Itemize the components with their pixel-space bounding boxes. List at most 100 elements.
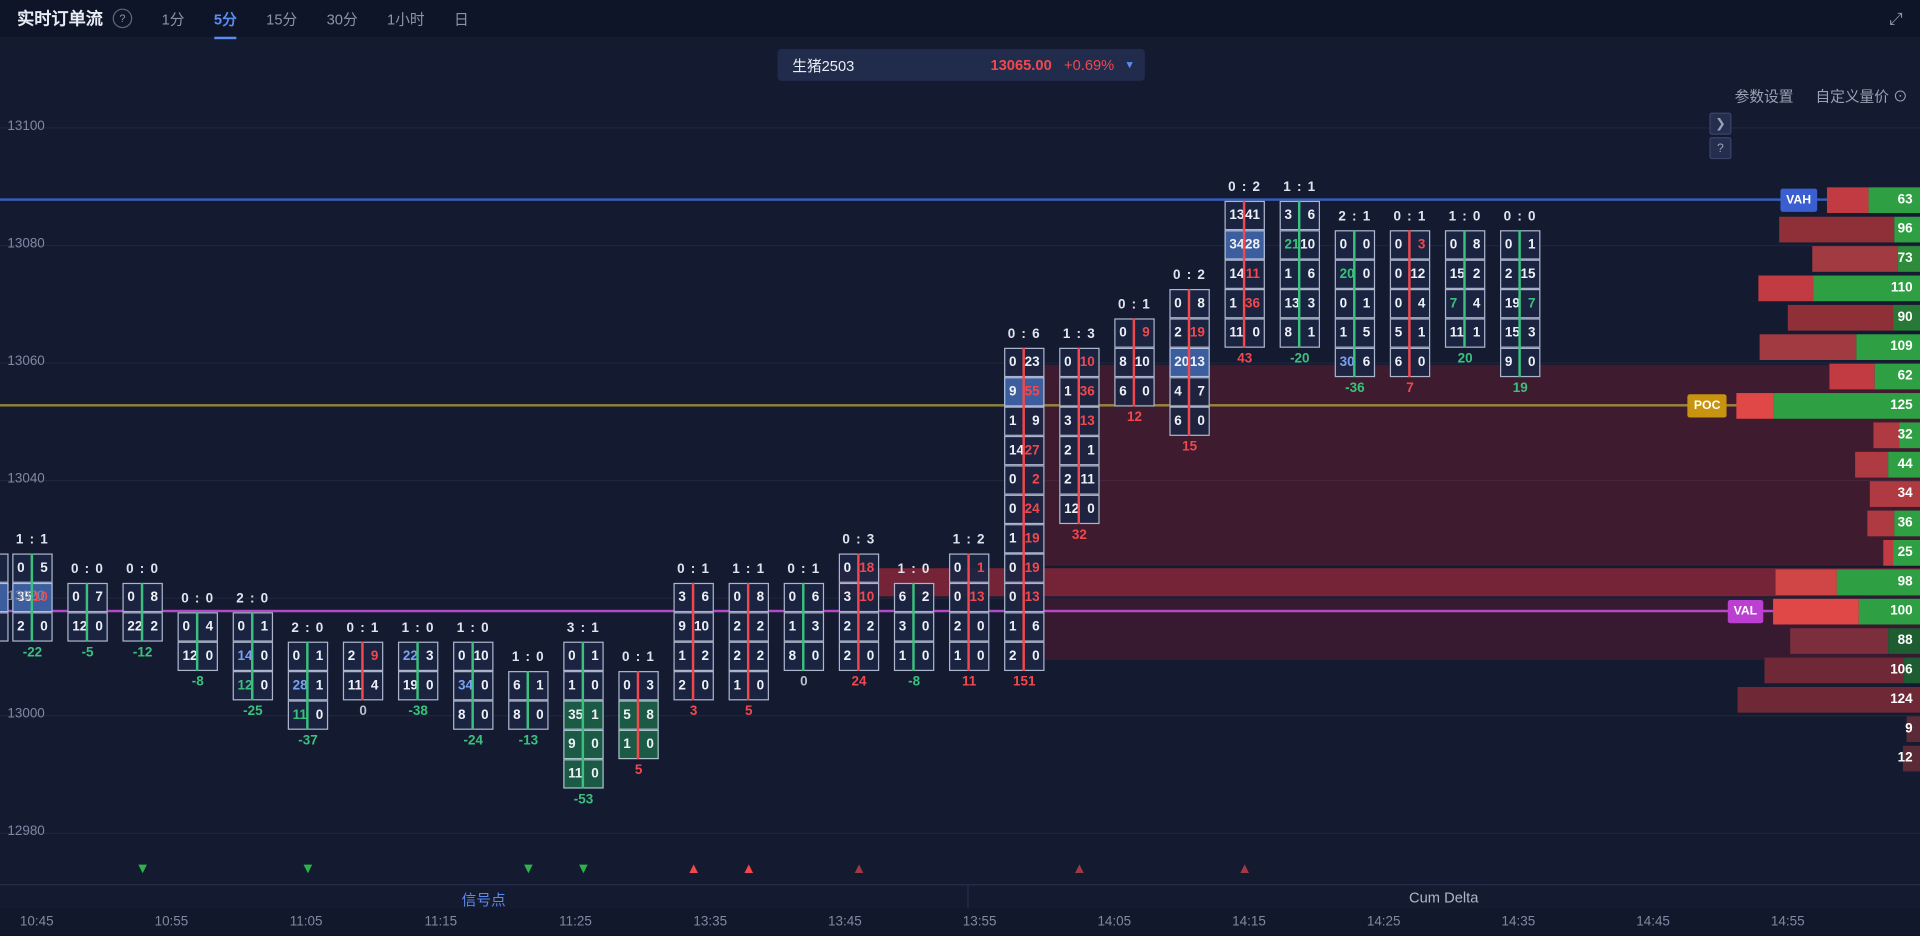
bid-volume: 2 xyxy=(953,619,962,635)
open-close-line xyxy=(857,553,860,672)
open-close-line xyxy=(526,671,529,730)
volume-profile-value: 88 xyxy=(1897,633,1913,648)
bid-volume: 5 xyxy=(1394,325,1403,341)
bid-volume: 13 xyxy=(1229,208,1245,223)
bid-volume: 14 xyxy=(1008,443,1024,458)
chevron-down-icon[interactable]: ▾ xyxy=(1126,58,1133,72)
ask-volume: 0 xyxy=(591,678,599,694)
x-axis-label: 11:25 xyxy=(559,914,592,930)
gridline xyxy=(0,832,1920,834)
bid-volume: 14 xyxy=(1229,266,1245,282)
volume-profile-value: 98 xyxy=(1897,574,1913,589)
bid-volume: 2 xyxy=(1064,443,1072,458)
ask-volume: 8 xyxy=(1472,237,1481,253)
buy-volume-segment xyxy=(1893,540,1920,566)
timeframe-tab-1[interactable]: 5分 xyxy=(213,8,237,39)
bid-volume: 9 xyxy=(678,619,686,635)
help-icon[interactable]: ? xyxy=(112,8,133,29)
help-button[interactable]: ? xyxy=(1709,137,1732,160)
open-close-line xyxy=(636,671,640,760)
ask-volume: 0 xyxy=(701,678,709,694)
ask-volume: 2 xyxy=(756,648,765,664)
level-line-poc xyxy=(0,404,1920,407)
timeframe-tab-4[interactable]: 1小时 xyxy=(387,10,425,28)
ask-volume: 0 xyxy=(1142,384,1150,400)
ask-volume: 1 xyxy=(1087,443,1095,458)
bid-volume: 22 xyxy=(127,619,143,635)
ask-volume: 13 xyxy=(1189,355,1205,370)
bid-volume: 0 xyxy=(1504,237,1513,253)
delta-value: 20 xyxy=(1457,351,1473,367)
signal-points-label[interactable]: 信号点 xyxy=(461,891,506,909)
cum-delta-label[interactable]: Cum Delta xyxy=(1408,888,1479,907)
ask-volume: 0 xyxy=(756,678,765,694)
imbalance-ratio-label: 2 : 1 xyxy=(1338,209,1372,225)
bid-volume: 1 xyxy=(953,648,962,664)
bid-volume: 6 xyxy=(898,590,907,605)
timeframe-tab-5[interactable]: 日 xyxy=(454,10,469,28)
imbalance-ratio-label: 0 : 1 xyxy=(346,620,380,636)
timeframe-tab-3[interactable]: 30分 xyxy=(326,10,358,28)
ask-volume: 10 xyxy=(859,590,875,605)
ask-volume: 8 xyxy=(1197,296,1205,312)
bid-volume: 0 xyxy=(182,619,190,635)
open-close-line xyxy=(361,641,364,701)
buy-volume-segment xyxy=(1904,657,1920,684)
volume-profile-bar xyxy=(1787,304,1920,331)
bid-volume: 0 xyxy=(788,590,797,605)
bid-volume: 0 xyxy=(843,560,852,576)
ask-volume: 0 xyxy=(315,707,324,723)
imbalance-ratio-label: 2 : 0 xyxy=(236,591,270,607)
footprint-candle: 2 : 0 0 1 28 1 11 0 -37 ▼ xyxy=(287,0,329,936)
buy-volume-segment xyxy=(1893,304,1920,331)
instrument-selector[interactable]: 生猪2503 13065.00 +0.69% ▾ xyxy=(777,48,1145,81)
ask-volume: 10 xyxy=(1300,237,1316,253)
delta-value: -22 xyxy=(22,645,43,661)
timeframe-tab-0[interactable]: 1分 xyxy=(161,10,185,28)
bid-volume: 8 xyxy=(1284,325,1293,341)
timeframe-tab-2[interactable]: 15分 xyxy=(266,10,298,28)
imbalance-ratio-label: 1 : 0 xyxy=(401,620,435,636)
expand-icon[interactable]: ⤢ xyxy=(1889,7,1903,28)
bid-volume: 2 xyxy=(843,619,852,635)
ask-volume: 13 xyxy=(1024,590,1040,605)
bid-volume: 0 xyxy=(127,590,135,605)
buy-volume-segment xyxy=(1897,246,1920,272)
bid-volume: 19 xyxy=(1504,296,1520,312)
collapse-panel-button[interactable]: ❯ xyxy=(1709,112,1732,135)
signal-arrow: ▲ xyxy=(1237,859,1252,877)
param-settings-button[interactable]: 参数设置 xyxy=(1734,88,1794,106)
ask-volume: 0 xyxy=(811,648,820,664)
bid-volume: 12 xyxy=(182,648,198,664)
delta-value: -20 xyxy=(1290,351,1310,367)
open-close-line xyxy=(912,582,915,672)
bid-volume: 12 xyxy=(237,678,253,694)
delta-value: 5 xyxy=(634,762,643,778)
x-axis-label: 14:55 xyxy=(1770,914,1805,930)
bid-volume: 0 xyxy=(1008,355,1017,370)
open-close-line xyxy=(416,641,419,701)
bid-volume: 0 xyxy=(1064,355,1072,370)
y-axis-label: 13080 xyxy=(7,236,45,252)
ask-volume: 1 xyxy=(536,678,544,694)
instrument-change: +0.69% xyxy=(1063,56,1115,74)
ask-volume: 0 xyxy=(591,737,599,752)
custom-volume-price-button[interactable]: 自定义量价 ⊙ xyxy=(1815,88,1908,106)
gridline xyxy=(0,480,1920,482)
volume-profile-bar xyxy=(1883,540,1920,566)
bid-volume: 2 xyxy=(1008,648,1017,664)
ask-volume: 11 xyxy=(1245,266,1261,282)
bid-volume: 35 xyxy=(17,590,33,605)
footprint-candle: 1 : 3 0 10 1 36 3 13 2 1 2 11 12 0 32 ▲ xyxy=(1059,0,1100,936)
panel-divider xyxy=(967,885,969,910)
volume-profile-value: 100 xyxy=(1890,603,1913,619)
imbalance-zone xyxy=(838,568,1920,597)
bid-volume: 14 xyxy=(237,648,253,664)
bid-volume: 0 xyxy=(237,619,246,635)
bid-volume: 35 xyxy=(568,707,584,723)
volume-profile-value: 109 xyxy=(1890,339,1913,354)
ask-volume: 0 xyxy=(976,619,985,635)
bid-volume: 1 xyxy=(1008,413,1017,429)
